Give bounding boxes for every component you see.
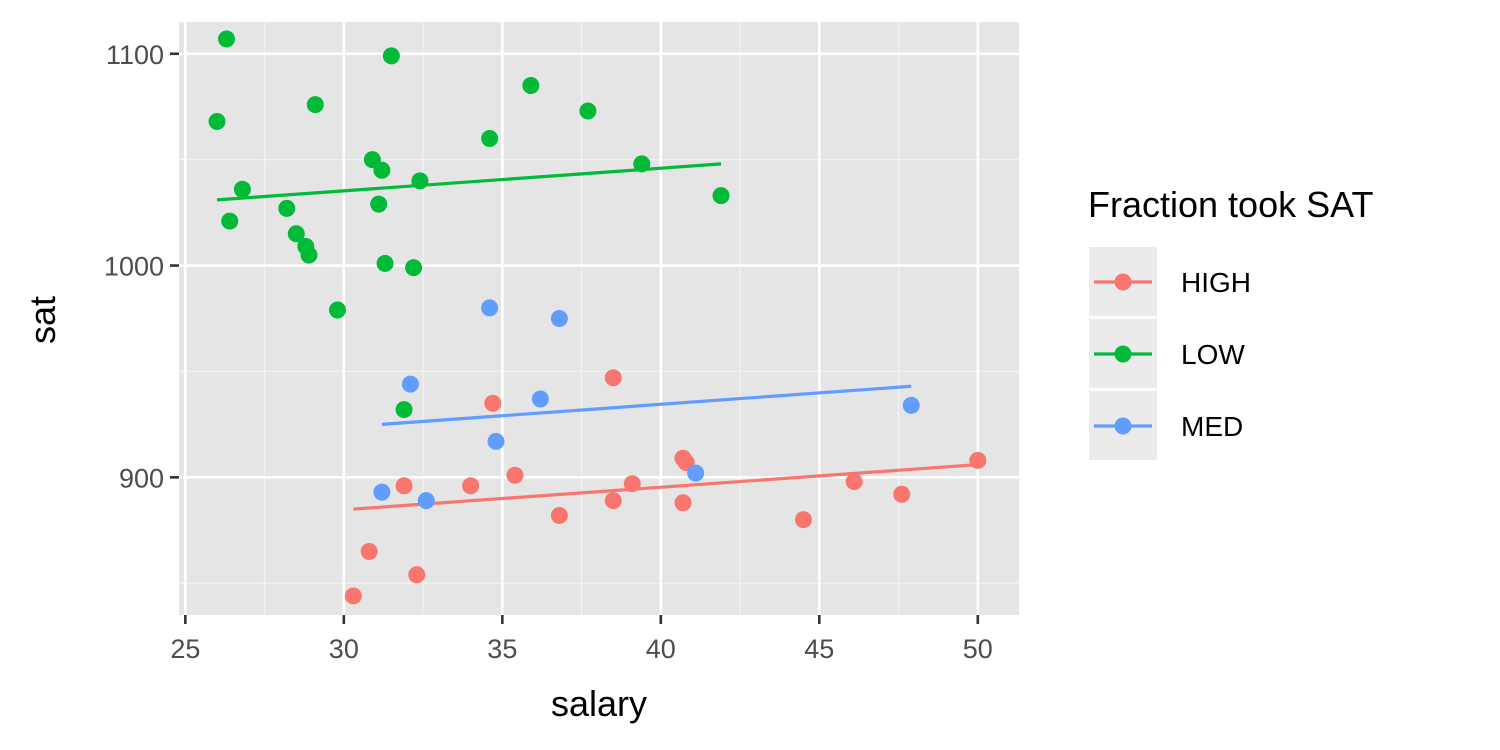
x-tick-label: 45 [804,634,834,664]
data-point-med [902,396,920,414]
data-point-high [845,473,863,491]
data-point-high [462,477,480,495]
data-point-med [481,299,499,317]
data-point-low [411,172,429,190]
legend-key-point [1114,417,1132,435]
data-point-med [417,492,435,510]
x-axis-title: salary [551,683,647,724]
legend-label: LOW [1181,339,1245,370]
y-tick-label: 1100 [106,40,164,70]
data-point-low [221,212,239,230]
fit-line-med [381,384,912,426]
data-point-high [623,475,641,493]
legend-label: HIGH [1181,267,1251,298]
data-point-low [373,161,391,179]
x-tick-label: 40 [646,634,676,664]
fit-line-high [353,463,978,511]
data-point-low [382,47,400,65]
data-point-high [674,494,692,512]
x-tick-label: 35 [487,634,517,664]
data-point-high [550,506,568,524]
data-point-low [405,259,423,277]
data-point-high [360,542,378,560]
legend-key-point [1114,273,1132,291]
legend-item-med: MED [1089,391,1243,460]
data-point-low [370,195,388,213]
data-point-low [712,187,730,205]
data-point-med [550,310,568,327]
data-point-med [687,464,705,482]
data-point-low [208,113,226,131]
legend-title: Fraction took SAT [1088,184,1373,225]
data-point-low [481,129,499,147]
data-point-med [373,483,391,501]
data-point-low [300,246,318,264]
legend-item-low: LOW [1089,319,1245,388]
data-point-high [893,485,911,503]
y-axis-tick-labels: 900 1000 1100 [104,40,164,494]
plot-panel [179,22,1019,615]
data-point-low [218,30,236,48]
data-points [208,30,987,605]
y-axis-title: sat [22,296,63,344]
data-point-high [484,394,502,412]
data-point-high [604,369,622,387]
data-point-low [233,180,251,198]
data-point-high [794,511,812,529]
data-point-med [487,432,505,450]
data-point-low [306,96,324,114]
data-point-med [401,375,419,393]
data-point-low [579,102,597,120]
data-point-med [531,390,549,408]
data-point-high [408,566,426,584]
x-tick-label: 25 [170,634,200,664]
data-point-low [395,401,413,419]
legend: Fraction took SAT HIGH LOW MED [1088,184,1373,460]
data-point-high [969,451,987,469]
minor-gridlines [179,22,1019,615]
major-gridlines [179,22,1019,615]
data-point-high [395,477,413,495]
data-point-low [287,225,305,243]
legend-label: MED [1181,411,1243,442]
data-point-high [604,492,622,510]
legend-item-high: HIGH [1089,247,1251,316]
x-axis-tick-labels: 25 30 35 40 45 50 [170,634,992,664]
data-point-low [278,199,296,217]
legend-key-point [1114,345,1132,363]
x-tick-label: 50 [963,634,993,664]
data-point-low [328,301,346,319]
data-point-high [344,587,362,605]
data-point-low [522,77,540,95]
data-point-low [376,254,394,272]
x-tick-label: 30 [329,634,359,664]
y-tick-label: 900 [119,463,164,493]
data-point-low [633,155,651,173]
legend-items: HIGH LOW MED [1089,247,1251,460]
y-tick-label: 1000 [104,252,164,282]
data-point-high [506,466,524,484]
axis-ticks [170,52,980,624]
